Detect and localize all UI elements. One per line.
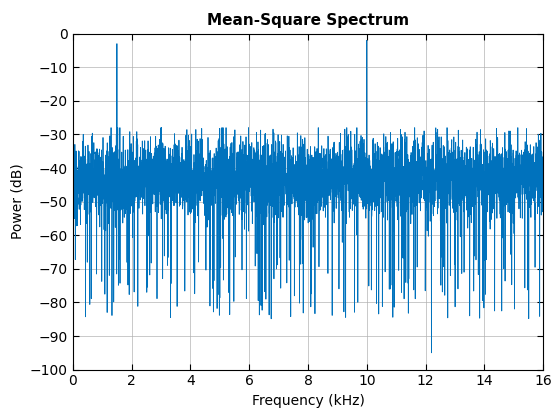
X-axis label: Frequency (kHz): Frequency (kHz) [251,394,365,408]
Title: Mean-Square Spectrum: Mean-Square Spectrum [207,13,409,28]
Y-axis label: Power (dB): Power (dB) [11,164,25,239]
